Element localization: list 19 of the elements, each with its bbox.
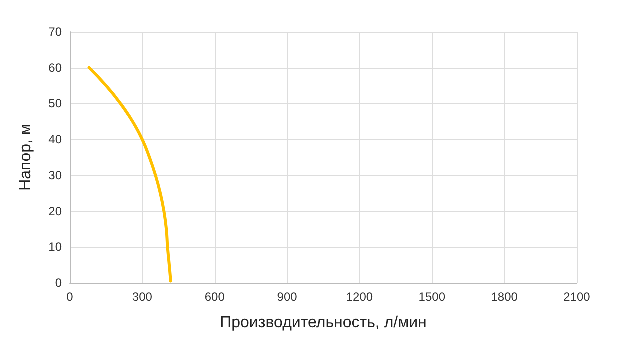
y-axis-title: Напор, м xyxy=(18,124,34,191)
x-tick-label: 600 xyxy=(204,290,226,304)
x-tick-label: 1200 xyxy=(346,290,374,304)
y-tick-label: 30 xyxy=(48,168,62,182)
x-tick-label: 300 xyxy=(132,290,153,304)
x-tick-label: 2100 xyxy=(564,290,591,304)
x-tick-label: 1800 xyxy=(491,290,518,304)
x-axis-title: Производительность, л/мин xyxy=(220,314,427,332)
x-tick-label: 0 xyxy=(66,290,74,304)
x-tick-label: 900 xyxy=(277,290,298,304)
y-tick-label: 50 xyxy=(48,96,62,111)
y-tick-label: 60 xyxy=(48,60,62,75)
y-tick-label: 0 xyxy=(55,276,62,290)
y-tick-label: 10 xyxy=(48,240,62,254)
y-tick-label: 70 xyxy=(48,25,62,39)
y-tick-label: 40 xyxy=(48,132,62,147)
y-tick-label: 20 xyxy=(48,204,62,218)
line-series xyxy=(88,66,172,283)
x-tick-label: 1500 xyxy=(418,290,446,304)
